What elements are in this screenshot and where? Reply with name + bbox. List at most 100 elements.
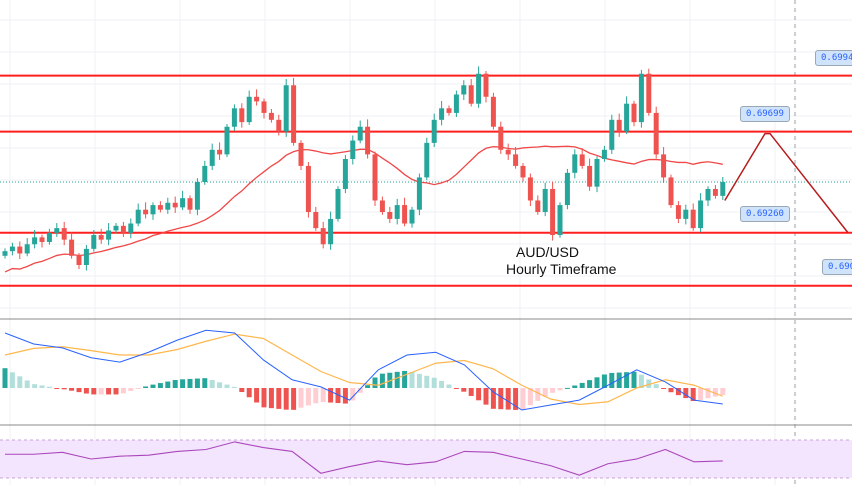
level-label-4: 0.6902 bbox=[822, 259, 852, 275]
macd-histogram-bar bbox=[165, 381, 171, 388]
candle-body bbox=[394, 205, 400, 219]
candle-body bbox=[217, 149, 223, 155]
candle-body bbox=[424, 142, 430, 178]
candle-body bbox=[542, 188, 548, 212]
candle-body bbox=[61, 228, 67, 240]
macd-histogram-bar bbox=[268, 388, 274, 409]
macd-histogram-bar bbox=[424, 375, 430, 388]
macd-histogram-bar bbox=[150, 384, 156, 388]
macd-histogram-bar bbox=[180, 379, 186, 388]
candle-body bbox=[17, 246, 23, 254]
moving-average-line bbox=[4, 145, 723, 273]
macd-histogram-bar bbox=[653, 384, 659, 388]
candle-body bbox=[113, 225, 119, 231]
candle-body bbox=[461, 85, 467, 95]
macd-histogram-bar bbox=[453, 388, 459, 389]
macd-histogram-bar bbox=[246, 388, 252, 398]
candle-body bbox=[2, 251, 8, 256]
candle-body bbox=[39, 237, 45, 242]
candle-body bbox=[594, 159, 600, 187]
candle-body bbox=[254, 96, 260, 102]
candle-body bbox=[601, 149, 607, 159]
candle-body bbox=[609, 119, 615, 150]
macd-histogram-bar bbox=[557, 388, 563, 391]
candle-body bbox=[572, 154, 578, 173]
candle-body bbox=[616, 119, 622, 132]
macd-histogram-bar bbox=[379, 373, 385, 388]
candle-body bbox=[187, 198, 193, 210]
candle-body bbox=[120, 225, 126, 233]
macd-histogram-bar bbox=[113, 388, 119, 395]
macd-histogram-bar bbox=[646, 379, 652, 388]
candle-body bbox=[483, 73, 489, 97]
macd-signal-line bbox=[4, 333, 724, 406]
macd-histogram-bar bbox=[468, 388, 474, 396]
macd-histogram-bar bbox=[542, 388, 548, 397]
candle-body bbox=[32, 237, 38, 245]
macd-histogram-bar bbox=[328, 388, 334, 403]
macd-histogram-bar bbox=[254, 388, 260, 403]
candle-body bbox=[194, 182, 200, 210]
candle-body bbox=[446, 108, 452, 113]
macd-histogram-bar bbox=[24, 380, 30, 388]
macd-histogram-bar bbox=[638, 374, 644, 388]
macd-histogram-bar bbox=[550, 388, 556, 393]
macd-histogram-bar bbox=[350, 388, 356, 401]
macd-histogram-bar bbox=[564, 387, 570, 389]
macd-histogram-bar bbox=[335, 388, 341, 404]
candle-body bbox=[172, 202, 178, 208]
macd-histogram-bar bbox=[461, 388, 467, 392]
candle-body bbox=[668, 177, 674, 206]
candle-body bbox=[535, 200, 541, 212]
candle-body bbox=[372, 154, 378, 201]
macd-histogram-bar bbox=[624, 372, 630, 388]
macd-histogram-bar bbox=[172, 380, 178, 388]
macd-histogram-bar bbox=[365, 385, 371, 388]
macd-histogram-bar bbox=[520, 388, 526, 410]
candle-body bbox=[224, 126, 230, 155]
macd-histogram-bar bbox=[69, 388, 75, 391]
macd-histogram-bar bbox=[83, 388, 89, 394]
macd-histogram-bar bbox=[298, 388, 304, 408]
macd-histogram-bar bbox=[357, 388, 363, 393]
macd-histogram-bar bbox=[698, 388, 704, 400]
macd-histogram-bar bbox=[17, 376, 23, 388]
macd-histogram-bar bbox=[91, 388, 97, 395]
candle-body bbox=[298, 142, 304, 166]
candle-body bbox=[527, 177, 533, 201]
macd-histogram-bar bbox=[587, 380, 593, 388]
macd-histogram-bar bbox=[372, 377, 378, 388]
macd-histogram-bar bbox=[202, 378, 208, 388]
candle-body bbox=[150, 205, 156, 215]
candle-body bbox=[313, 212, 319, 229]
candle-body bbox=[409, 209, 415, 224]
candle-body bbox=[76, 255, 82, 265]
candle-body bbox=[624, 103, 630, 132]
macd-histogram-bar bbox=[483, 388, 489, 405]
macd-histogram-bar bbox=[187, 378, 193, 388]
macd-histogram-bar bbox=[143, 386, 149, 388]
candle-body bbox=[564, 172, 570, 206]
macd-histogram-bar bbox=[9, 372, 15, 388]
candle-body bbox=[320, 228, 326, 245]
candle-body bbox=[402, 205, 408, 224]
candle-body bbox=[705, 188, 711, 201]
candle-body bbox=[476, 73, 482, 104]
candle-body bbox=[350, 140, 356, 159]
candle-body bbox=[261, 101, 267, 113]
macd-histogram-bar bbox=[409, 371, 415, 388]
candle-body bbox=[46, 232, 52, 242]
macd-histogram-bar bbox=[439, 380, 445, 388]
candle-body bbox=[91, 235, 97, 249]
macd-histogram-bar bbox=[209, 380, 215, 388]
macd-histogram-bar bbox=[513, 388, 519, 410]
macd-histogram-bar bbox=[609, 372, 615, 388]
macd-histogram-bar bbox=[157, 383, 163, 388]
candle-body bbox=[498, 126, 504, 150]
candle-body bbox=[283, 85, 289, 132]
candle-body bbox=[328, 218, 334, 245]
candle-body bbox=[675, 205, 681, 219]
macd-histogram-bar bbox=[54, 388, 60, 389]
